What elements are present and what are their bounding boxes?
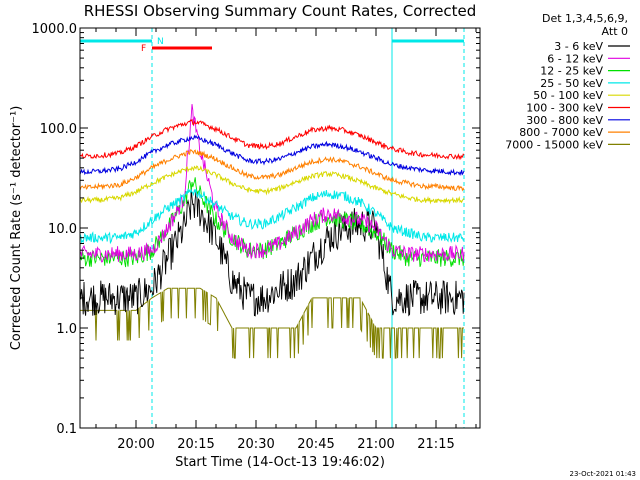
legend-label: 6 - 12 keV xyxy=(547,52,603,65)
legend-label: 3 - 6 keV xyxy=(554,40,603,53)
legend-label: 300 - 800 keV xyxy=(526,114,603,127)
legend-label: 12 - 25 keV xyxy=(540,65,603,78)
footer-timestamp: 23-Oct-2021 01:43 xyxy=(570,470,636,478)
x-axis: 20:00 20:15 20:30 20:45 21:00 21:15 xyxy=(95,28,477,452)
series-line-6-12-kev xyxy=(79,104,465,263)
legend-label: 7000 - 15000 keV xyxy=(505,138,603,151)
flare-flag-label: F xyxy=(141,44,146,54)
x-tick-label: 21:15 xyxy=(417,437,454,452)
legend-label: 25 - 50 keV xyxy=(540,77,603,90)
y-tick-label: 100.0 xyxy=(40,122,77,137)
y-tick-label: 1.0 xyxy=(56,322,77,337)
plot-frame xyxy=(79,27,481,429)
x-tick-label: 20:30 xyxy=(237,437,274,452)
series-line-7000-15000-kev xyxy=(80,287,464,359)
y-tick-label: 1000.0 xyxy=(32,22,78,37)
plot-area: NF xyxy=(79,28,465,428)
legend-label: 100 - 300 keV xyxy=(526,102,603,115)
series-line-50-100-kev xyxy=(79,165,465,205)
y-axis-label: Corrected Count Rate (s⁻¹ detector⁻¹) xyxy=(9,106,24,351)
x-tick-label: 21:00 xyxy=(357,437,394,452)
y-axis: 0.1 1.0 10.0 100.0 1000.0 xyxy=(32,22,480,437)
series-line-300-800-kev xyxy=(79,134,465,177)
x-axis-label: Start Time (14-Oct-13 19:46:02) xyxy=(175,455,385,470)
series-line-25-50-kev xyxy=(79,188,465,245)
x-tick-label: 20:00 xyxy=(117,437,154,452)
series-line-800-7000-kev xyxy=(79,149,465,192)
legend-label: 50 - 100 keV xyxy=(533,89,603,102)
series-line-3-6-kev xyxy=(79,187,465,317)
x-tick-label: 20:15 xyxy=(177,437,214,452)
x-tick-label: 20:45 xyxy=(297,437,334,452)
y-tick-label: 0.1 xyxy=(56,422,77,437)
legend-label: 800 - 7000 keV xyxy=(519,126,603,139)
night-flag-label: N xyxy=(157,37,164,47)
attenuator-label: Att 0 xyxy=(602,25,628,38)
chart-title: RHESSI Observing Summary Count Rates, Co… xyxy=(84,2,477,20)
y-tick-label: 10.0 xyxy=(48,222,77,237)
series-line-100-300-kev xyxy=(79,118,465,161)
detectors-label: Det 1,3,4,5,6,9, xyxy=(542,12,628,25)
